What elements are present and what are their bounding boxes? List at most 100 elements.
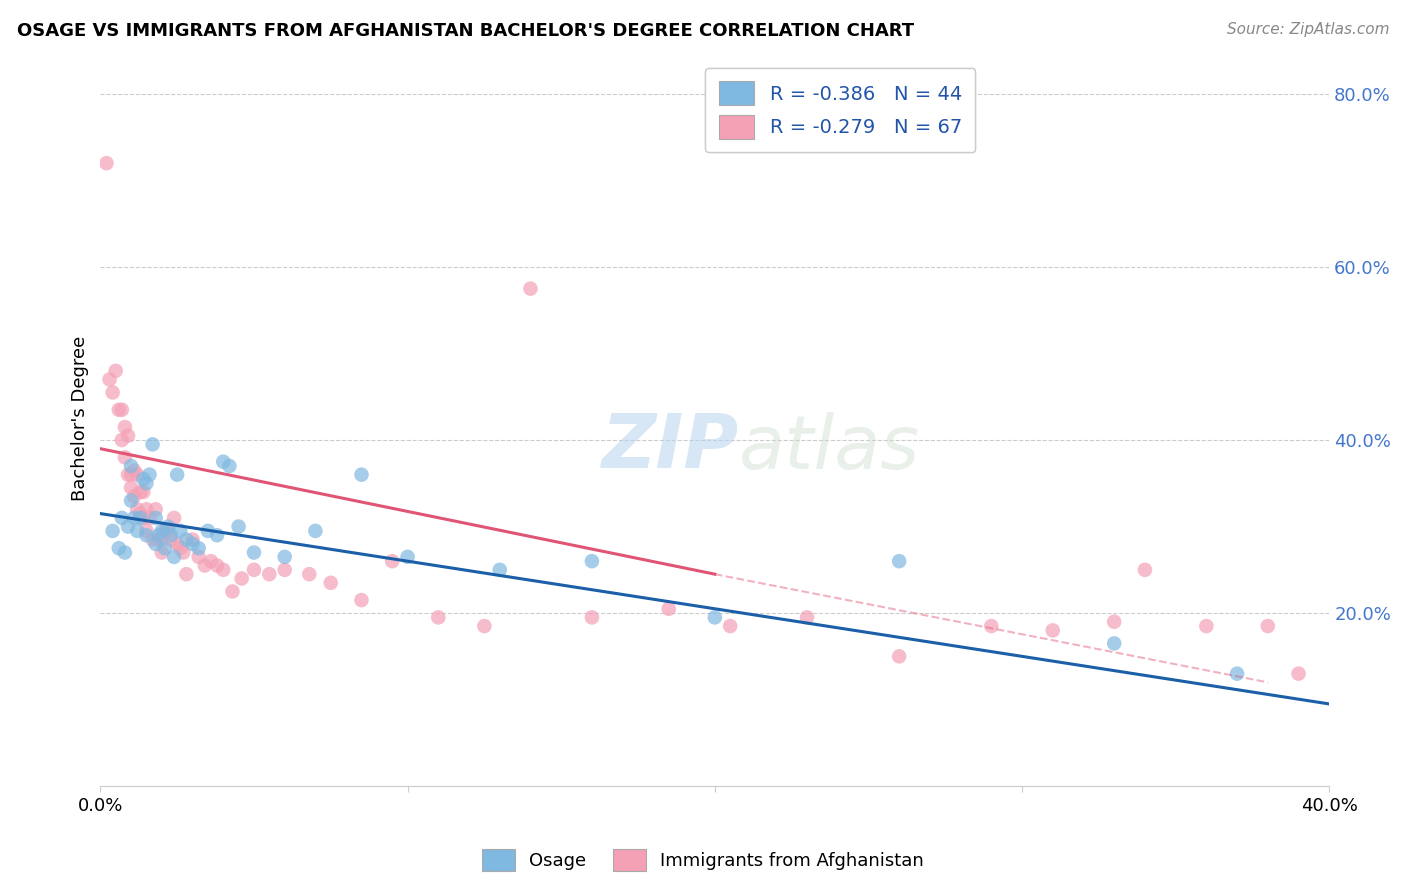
- Point: [205, 528, 228, 542]
- Point: [111, 433, 134, 447]
- Point: [117, 428, 139, 442]
- Point: [122, 463, 145, 477]
- Point: [273, 563, 295, 577]
- Point: [181, 537, 204, 551]
- Point: [138, 467, 160, 482]
- Point: [259, 567, 281, 582]
- Point: [120, 481, 142, 495]
- Point: [166, 537, 188, 551]
- Point: [273, 549, 295, 564]
- Point: [135, 476, 157, 491]
- Text: atlas: atlas: [740, 412, 921, 483]
- Point: [111, 511, 134, 525]
- Point: [304, 524, 326, 538]
- Point: [200, 554, 222, 568]
- Point: [135, 502, 157, 516]
- Point: [120, 458, 142, 473]
- Text: OSAGE VS IMMIGRANTS FROM AFGHANISTAN BACHELOR'S DEGREE CORRELATION CHART: OSAGE VS IMMIGRANTS FROM AFGHANISTAN BAC…: [17, 22, 914, 40]
- Legend: R = -0.386   N = 44, R = -0.279   N = 67: R = -0.386 N = 44, R = -0.279 N = 67: [706, 68, 976, 153]
- Point: [142, 437, 165, 451]
- Point: [889, 649, 911, 664]
- Point: [129, 485, 152, 500]
- Point: [132, 511, 155, 525]
- Point: [132, 472, 155, 486]
- Point: [488, 563, 510, 577]
- Point: [150, 545, 173, 559]
- Point: [181, 533, 204, 547]
- Text: Source: ZipAtlas.com: Source: ZipAtlas.com: [1226, 22, 1389, 37]
- Point: [197, 524, 219, 538]
- Point: [142, 533, 165, 547]
- Point: [427, 610, 450, 624]
- Text: ZIP: ZIP: [602, 411, 740, 484]
- Point: [127, 467, 149, 482]
- Point: [122, 489, 145, 503]
- Point: [212, 455, 235, 469]
- Point: [107, 541, 129, 556]
- Point: [101, 385, 124, 400]
- Point: [381, 554, 404, 568]
- Point: [176, 533, 198, 547]
- Point: [1226, 666, 1249, 681]
- Point: [138, 511, 160, 525]
- Point: [169, 524, 191, 538]
- Point: [396, 549, 419, 564]
- Point: [172, 545, 194, 559]
- Point: [1288, 666, 1310, 681]
- Point: [350, 467, 373, 482]
- Point: [111, 402, 134, 417]
- Point: [658, 601, 681, 615]
- Point: [298, 567, 321, 582]
- Point: [156, 524, 179, 538]
- Point: [120, 493, 142, 508]
- Point: [581, 554, 603, 568]
- Point: [96, 156, 118, 170]
- Point: [187, 541, 209, 556]
- Point: [1102, 615, 1125, 629]
- Point: [122, 511, 145, 525]
- Point: [114, 545, 136, 559]
- Point: [1257, 619, 1279, 633]
- Point: [581, 610, 603, 624]
- Point: [243, 563, 266, 577]
- Point: [1195, 619, 1218, 633]
- Point: [129, 511, 152, 525]
- Point: [127, 502, 149, 516]
- Point: [1102, 636, 1125, 650]
- Point: [160, 528, 183, 542]
- Point: [163, 511, 186, 525]
- Point: [114, 450, 136, 465]
- Point: [135, 528, 157, 542]
- Point: [153, 524, 176, 538]
- Point: [127, 524, 149, 538]
- Point: [221, 584, 243, 599]
- Point: [104, 364, 127, 378]
- Point: [153, 541, 176, 556]
- Point: [474, 619, 496, 633]
- Point: [129, 507, 152, 521]
- Point: [212, 563, 235, 577]
- Point: [796, 610, 818, 624]
- Point: [117, 519, 139, 533]
- Point: [718, 619, 741, 633]
- Point: [194, 558, 217, 573]
- Point: [228, 519, 250, 533]
- Point: [243, 545, 266, 559]
- Point: [107, 402, 129, 417]
- Point: [98, 372, 121, 386]
- Point: [135, 524, 157, 538]
- Point: [145, 537, 167, 551]
- Point: [519, 282, 541, 296]
- Point: [148, 533, 170, 547]
- Point: [231, 572, 253, 586]
- Y-axis label: Bachelor's Degree: Bachelor's Degree: [72, 335, 89, 501]
- Point: [160, 533, 183, 547]
- Legend: Osage, Immigrants from Afghanistan: Osage, Immigrants from Afghanistan: [475, 842, 931, 879]
- Point: [101, 524, 124, 538]
- Point: [120, 467, 142, 482]
- Point: [145, 502, 167, 516]
- Point: [114, 420, 136, 434]
- Point: [163, 549, 186, 564]
- Point: [117, 467, 139, 482]
- Point: [187, 549, 209, 564]
